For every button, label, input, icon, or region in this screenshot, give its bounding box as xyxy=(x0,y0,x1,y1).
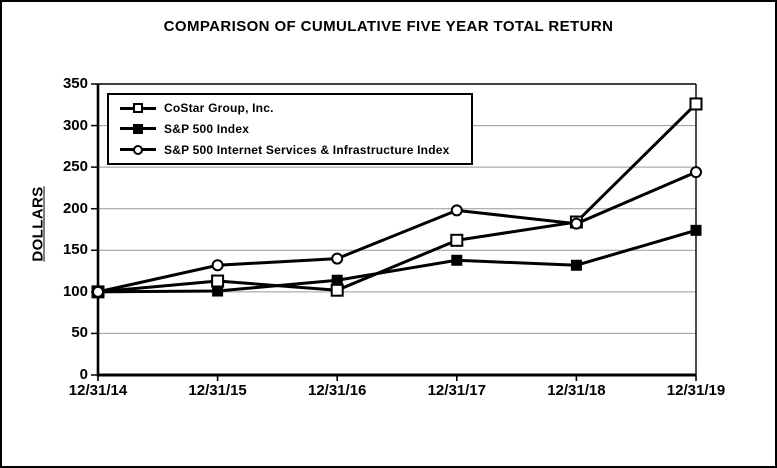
open-circle-data-point xyxy=(570,217,583,230)
y-tick-label: 350 xyxy=(62,75,88,92)
open-square-data-point xyxy=(330,283,344,297)
filled-square-data-point xyxy=(690,224,702,236)
y-tick-label: 50 xyxy=(71,324,88,342)
x-tick-label: 12/31/19 xyxy=(666,382,726,399)
chart-legend: CoStar Group, Inc. S&P 500 Index S&P 500… xyxy=(107,93,473,165)
legend-item: CoStar Group, Inc. xyxy=(120,98,467,118)
open-square-data-point xyxy=(211,274,225,288)
y-tick-label: 200 xyxy=(62,199,88,217)
legend-label: S&P 500 Internet Services & Infrastructu… xyxy=(164,142,450,157)
filled-square-data-point xyxy=(570,259,582,271)
open-square-marker-icon xyxy=(133,103,143,114)
series-line xyxy=(97,170,697,294)
chart-title: COMPARISON OF CUMULATIVE FIVE YEAR TOTAL… xyxy=(163,18,614,35)
legend-line-sample xyxy=(120,144,156,155)
series-line xyxy=(97,102,698,294)
legend-item: S&P 500 Internet Services & Infrastructu… xyxy=(120,140,467,160)
legend-line-sample xyxy=(120,123,156,134)
filled-square-marker-icon xyxy=(133,123,143,134)
y-tick-label: 150 xyxy=(62,241,88,259)
legend-label: CoStar Group, Inc. xyxy=(164,101,274,116)
open-circle-data-point xyxy=(690,166,702,179)
y-tick-label: 300 xyxy=(62,116,88,134)
open-circle-marker-icon xyxy=(133,144,143,155)
x-tick-label: 12/31/16 xyxy=(307,382,367,399)
y-tick-label: 250 xyxy=(62,158,88,176)
legend-item: S&P 500 Index xyxy=(120,119,467,139)
legend-label: S&P 500 Index xyxy=(164,121,250,136)
filled-square-data-point xyxy=(212,285,224,297)
x-tick-label: 12/31/18 xyxy=(547,382,606,399)
open-circle-data-point xyxy=(92,285,104,298)
open-square-data-point xyxy=(450,233,464,247)
open-circle-data-point xyxy=(450,204,463,217)
open-circle-data-point xyxy=(211,259,224,272)
x-tick-label: 12/31/14 xyxy=(68,382,128,399)
y-tick-label: 100 xyxy=(62,282,88,300)
legend-line-sample xyxy=(120,103,156,114)
open-square-data-point xyxy=(689,97,703,111)
x-tick-label: 12/31/15 xyxy=(188,382,247,399)
filled-square-data-point xyxy=(451,254,463,266)
series-line xyxy=(97,228,697,294)
x-tick-label: 12/31/17 xyxy=(427,382,486,399)
y-tick-label: 0 xyxy=(79,366,88,383)
open-circle-data-point xyxy=(331,252,344,265)
filled-square-data-point xyxy=(331,274,343,286)
